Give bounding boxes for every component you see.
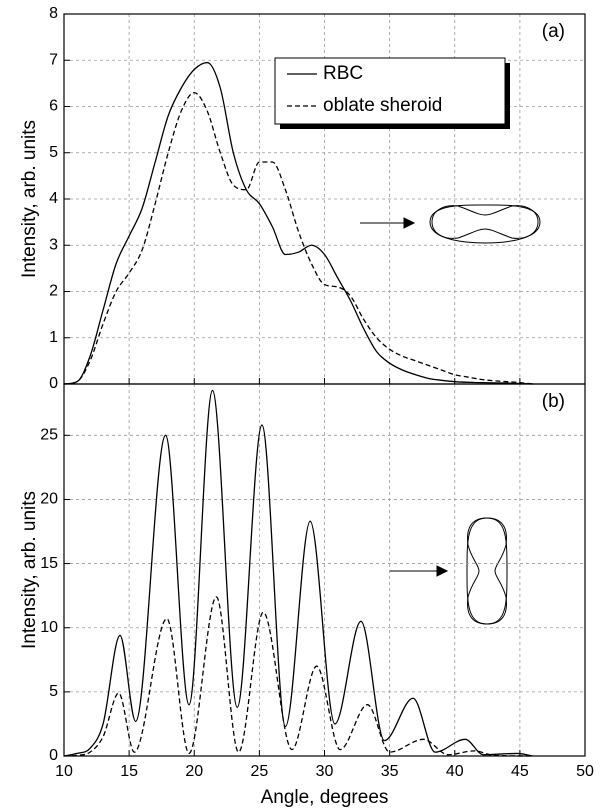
y-tick-label: 5 xyxy=(49,144,58,161)
y-tick-label: 0 xyxy=(49,375,58,392)
y-axis-label: Intensity, arb. units xyxy=(19,491,40,649)
inset-b xyxy=(390,517,508,625)
data-line xyxy=(63,61,533,385)
x-tick-label: 25 xyxy=(250,763,268,780)
inset-a xyxy=(360,204,541,244)
legend-label: RBC xyxy=(323,63,363,84)
legend xyxy=(274,57,506,125)
y-tick-label: 2 xyxy=(49,283,58,300)
data-line xyxy=(63,91,533,385)
x-axis-label: Angle, degrees xyxy=(261,787,389,808)
y-tick-label: 6 xyxy=(49,98,58,115)
x-tick-label: 40 xyxy=(446,763,464,780)
x-tick-label: 20 xyxy=(185,763,203,780)
data-line xyxy=(63,389,534,757)
y-tick-label: 7 xyxy=(49,51,58,68)
legend-label: oblate sheroid xyxy=(323,95,442,116)
y-axis-label: Intensity, arb. units xyxy=(19,120,40,278)
x-tick-label: 10 xyxy=(55,763,73,780)
x-tick-label: 45 xyxy=(511,763,529,780)
y-tick-label: 10 xyxy=(40,619,58,636)
y-tick-label: 3 xyxy=(49,236,58,253)
y-tick-label: 25 xyxy=(40,427,58,444)
panel-label: (a) xyxy=(542,21,565,42)
data-line xyxy=(63,596,533,757)
y-tick-label: 15 xyxy=(40,555,58,572)
panel-label: (b) xyxy=(542,391,565,412)
y-tick-label: 1 xyxy=(49,329,58,346)
y-tick-label: 5 xyxy=(49,683,58,700)
y-tick-label: 4 xyxy=(49,190,58,207)
y-tick-label: 0 xyxy=(49,747,58,764)
x-tick-label: 50 xyxy=(576,763,594,780)
x-tick-label: 30 xyxy=(316,763,334,780)
y-tick-label: 8 xyxy=(49,5,58,22)
x-tick-label: 35 xyxy=(381,763,399,780)
plot-frame xyxy=(63,383,586,757)
y-tick-label: 20 xyxy=(40,491,58,508)
x-tick-label: 15 xyxy=(120,763,138,780)
